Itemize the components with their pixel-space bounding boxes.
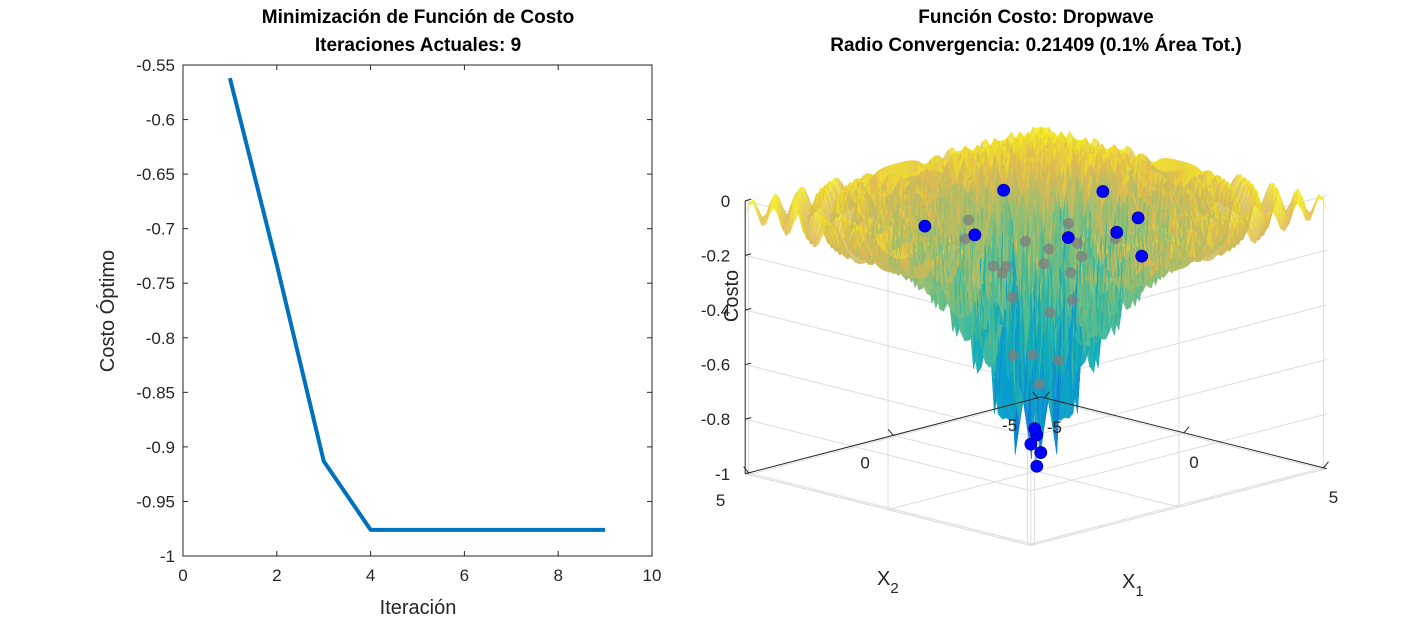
chart2-history-point [1027,349,1039,361]
chart1-y-tick-label: -0.95 [136,492,175,511]
chart2-surface [744,125,1328,472]
chart1-x-tick-label: 8 [553,566,562,585]
chart1-x-label: Iteración [380,597,457,619]
chart1-y-tick-label: -0.75 [136,274,175,293]
chart1-series-line [227,77,606,532]
chart1-y-tick-label: -0.85 [136,383,175,402]
chart2-history-point [1007,349,1019,361]
chart1-y-tick-label: -1 [160,547,175,566]
chart1-y-tick-label: -0.9 [146,438,175,457]
chart1-x-tick-label: 10 [643,566,662,585]
chart2-title: Función Costo: Dropwave [918,7,1153,28]
chart2-gridline [748,472,1035,546]
chart1-x-tick-label: 6 [460,566,469,585]
chart1-title: Minimización de Función de Costo [262,7,574,28]
chart1-ticks: 0 2 4 6 8 10 -0.55 -0.6 -0.65 -0.7 -0.75 -0.8 -0.85 -… [136,56,661,585]
chart1-y-tick-label: -0.55 [136,56,175,75]
chart2-gridline [1030,468,1327,546]
chart2-subtitle: Radio Convergencia: 0.21409 (0.1% Área T… [830,34,1241,56]
dropwave-surface-plot: Función Costo: Dropwave Radio Convergenc… [701,7,1338,600]
chart1-x-tick-label: 2 [272,566,281,585]
cost-minimization-plot: Minimización de Función de Costo Iteraci… [96,7,661,619]
chart2-surface-patch [744,201,754,216]
chart1-subtitle: Iteraciones Actuales: 9 [315,35,521,56]
chart2-history-point [1043,243,1055,255]
chart2-history-point [1038,258,1050,270]
chart2-history-point [987,260,999,272]
chart1-x-tick-label: 0 [178,566,187,585]
chart1-y-tick-label: -0.65 [136,165,175,184]
chart1-y-label: Costo Óptimo [96,250,119,372]
chart2-points [918,183,1149,473]
chart1-y-tick-label: -0.8 [146,329,175,348]
chart2-history-point [1076,250,1088,262]
chart1-y-tick-label: -0.6 [146,111,175,130]
chart1-x-tick-label: 4 [366,566,375,585]
chart1-axes-box [182,64,653,557]
chart1-y-tick-label: -0.7 [146,220,175,239]
chart2-gridline [745,473,1032,546]
chart2-history-point [1053,354,1065,366]
chart2-history-point [1019,235,1031,247]
chart2-gridline [1037,397,1324,471]
chart2-history-point [959,233,971,245]
